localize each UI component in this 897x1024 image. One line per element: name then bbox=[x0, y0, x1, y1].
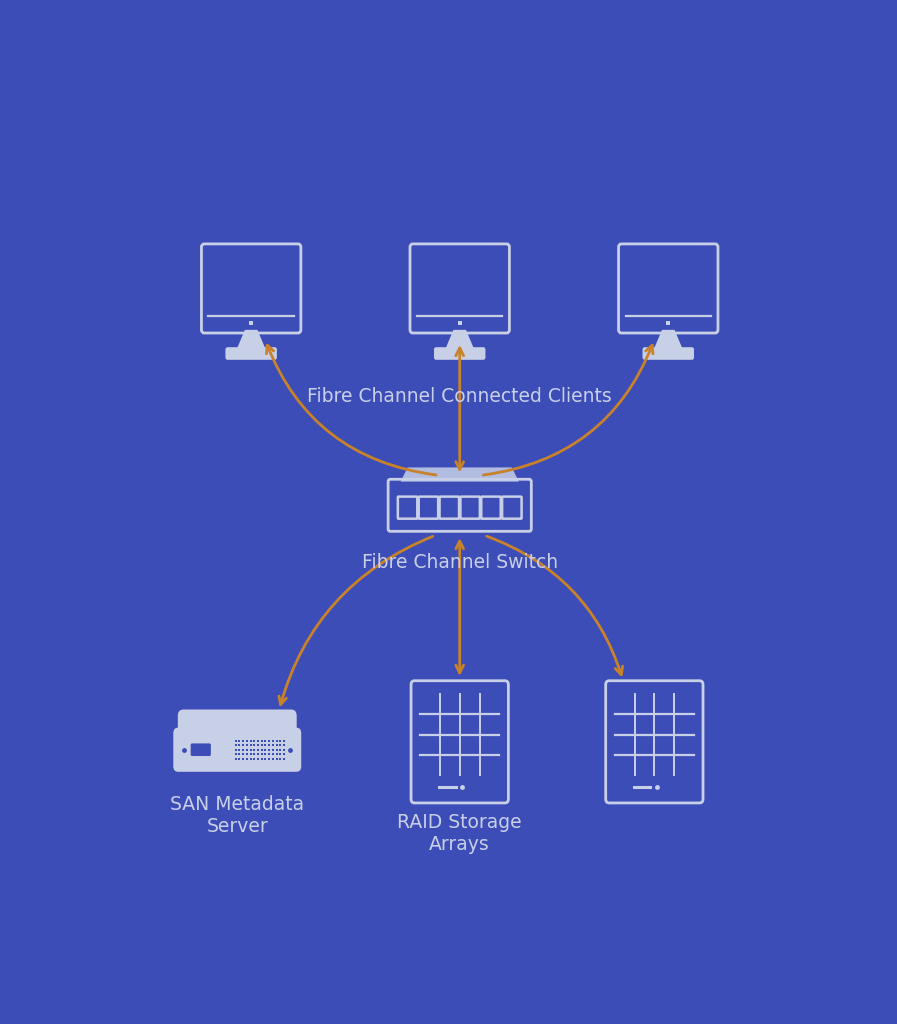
Text: Fibre Channel Switch: Fibre Channel Switch bbox=[361, 553, 558, 571]
Text: SAN Metadata
Server: SAN Metadata Server bbox=[170, 796, 304, 837]
FancyBboxPatch shape bbox=[434, 347, 485, 359]
FancyBboxPatch shape bbox=[642, 347, 694, 359]
FancyBboxPatch shape bbox=[178, 710, 297, 744]
FancyBboxPatch shape bbox=[191, 743, 211, 756]
Polygon shape bbox=[654, 330, 683, 349]
Polygon shape bbox=[237, 330, 266, 349]
Text: RAID Storage
Arrays: RAID Storage Arrays bbox=[397, 813, 522, 854]
Polygon shape bbox=[401, 467, 518, 481]
FancyBboxPatch shape bbox=[173, 728, 301, 772]
Polygon shape bbox=[445, 330, 475, 349]
FancyBboxPatch shape bbox=[225, 347, 277, 359]
Text: Fibre Channel Connected Clients: Fibre Channel Connected Clients bbox=[308, 387, 612, 407]
